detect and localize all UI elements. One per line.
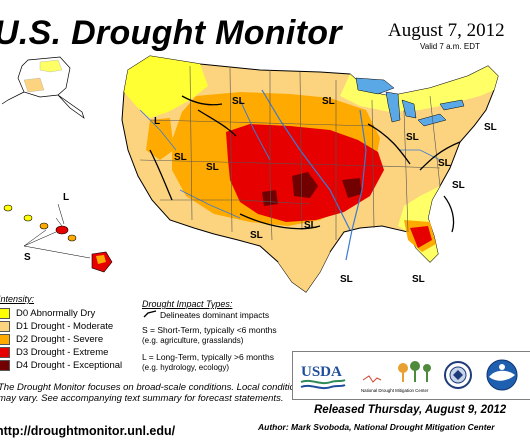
legend-item-d3: D3 Drought - Extreme (0, 346, 108, 358)
impact-delineates: Delineates dominant impacts (160, 310, 270, 320)
impact-label: SL (322, 96, 335, 107)
impact-long-term-example: (e.g. hydrology, ecology) (142, 363, 230, 372)
impact-types-title: Drought Impact Types: (142, 299, 233, 309)
legend-swatch (0, 307, 10, 319)
impact-label: SL (304, 220, 317, 231)
impact-label: L (154, 116, 160, 127)
website-url[interactable]: http://droughtmonitor.unl.edu/ (0, 424, 176, 438)
legend-label: D0 Abnormally Dry (16, 307, 96, 319)
legend-swatch (0, 359, 10, 371)
legend-title: Intensity: (0, 294, 35, 304)
impact-label: SL (452, 180, 465, 191)
impact-label: SL (232, 96, 245, 107)
map-date: August 7, 2012 (388, 20, 505, 41)
ndmc-logo-text: National Drought Mitigation Center (361, 388, 429, 393)
impact-label: SL (174, 152, 187, 163)
legend-label: D4 Drought - Exceptional (16, 359, 123, 371)
impact-label: L (63, 192, 69, 203)
map-title: U.S. Drought Monitor (0, 14, 342, 52)
delineation-line-icon (143, 310, 157, 318)
hawaii-map (3, 203, 113, 273)
impact-label: SL (412, 274, 425, 285)
impact-label: SL (438, 158, 451, 169)
legend-label: D3 Drought - Extreme (16, 346, 109, 358)
impact-long-term: L = Long-Term, typically >6 months (142, 352, 274, 362)
impact-label: SL (250, 230, 263, 241)
legend-label: D1 Drought - Moderate (16, 320, 114, 332)
disclaimer-note: The Drought Monitor focuses on broad-sca… (0, 382, 305, 404)
impact-label: SL (340, 274, 353, 285)
contiguous-us-map: SL SL L SL SL SL SL SL SL SL SL SL SL L … (24, 55, 499, 293)
author-credit: Author: Mark Svoboda, National Drought M… (258, 422, 495, 432)
alaska-map (1, 56, 85, 119)
impact-label: SL (206, 162, 219, 173)
legend-item-d2: D2 Drought - Severe (0, 333, 103, 345)
legend-item-d0: D0 Abnormally Dry (0, 307, 95, 319)
impact-short-term-example: (e.g. agriculture, grasslands) (142, 336, 244, 345)
ndmc-logo: National Drought Mitigation Center (361, 361, 431, 393)
impact-short-term: S = Short-Term, typically <6 months (142, 325, 277, 335)
legend-swatch (0, 320, 10, 332)
noaa-logo-icon (486, 359, 518, 391)
impact-label: SL (484, 122, 497, 133)
commerce-seal-icon (444, 361, 472, 389)
valid-time: Valid 7 a.m. EDT (420, 42, 480, 51)
impact-label: SL (406, 132, 419, 143)
legend-swatch (0, 346, 10, 358)
release-date: Released Thursday, August 9, 2012 (314, 404, 507, 416)
logos-panel: USDA National Drought Mitigation Center (292, 351, 530, 400)
usda-logo-text: USDA (301, 364, 342, 380)
legend-swatch (0, 333, 10, 345)
legend-item-d1: D1 Drought - Moderate (0, 320, 113, 332)
impact-label: S (24, 252, 31, 263)
drought-map: SL SL L SL SL SL SL SL SL SL SL SL SL L … (1, 55, 499, 293)
legend-label: D2 Drought - Severe (16, 333, 104, 345)
legend-item-d4: D4 Drought - Exceptional (0, 359, 122, 371)
usda-logo: USDA (300, 364, 346, 390)
